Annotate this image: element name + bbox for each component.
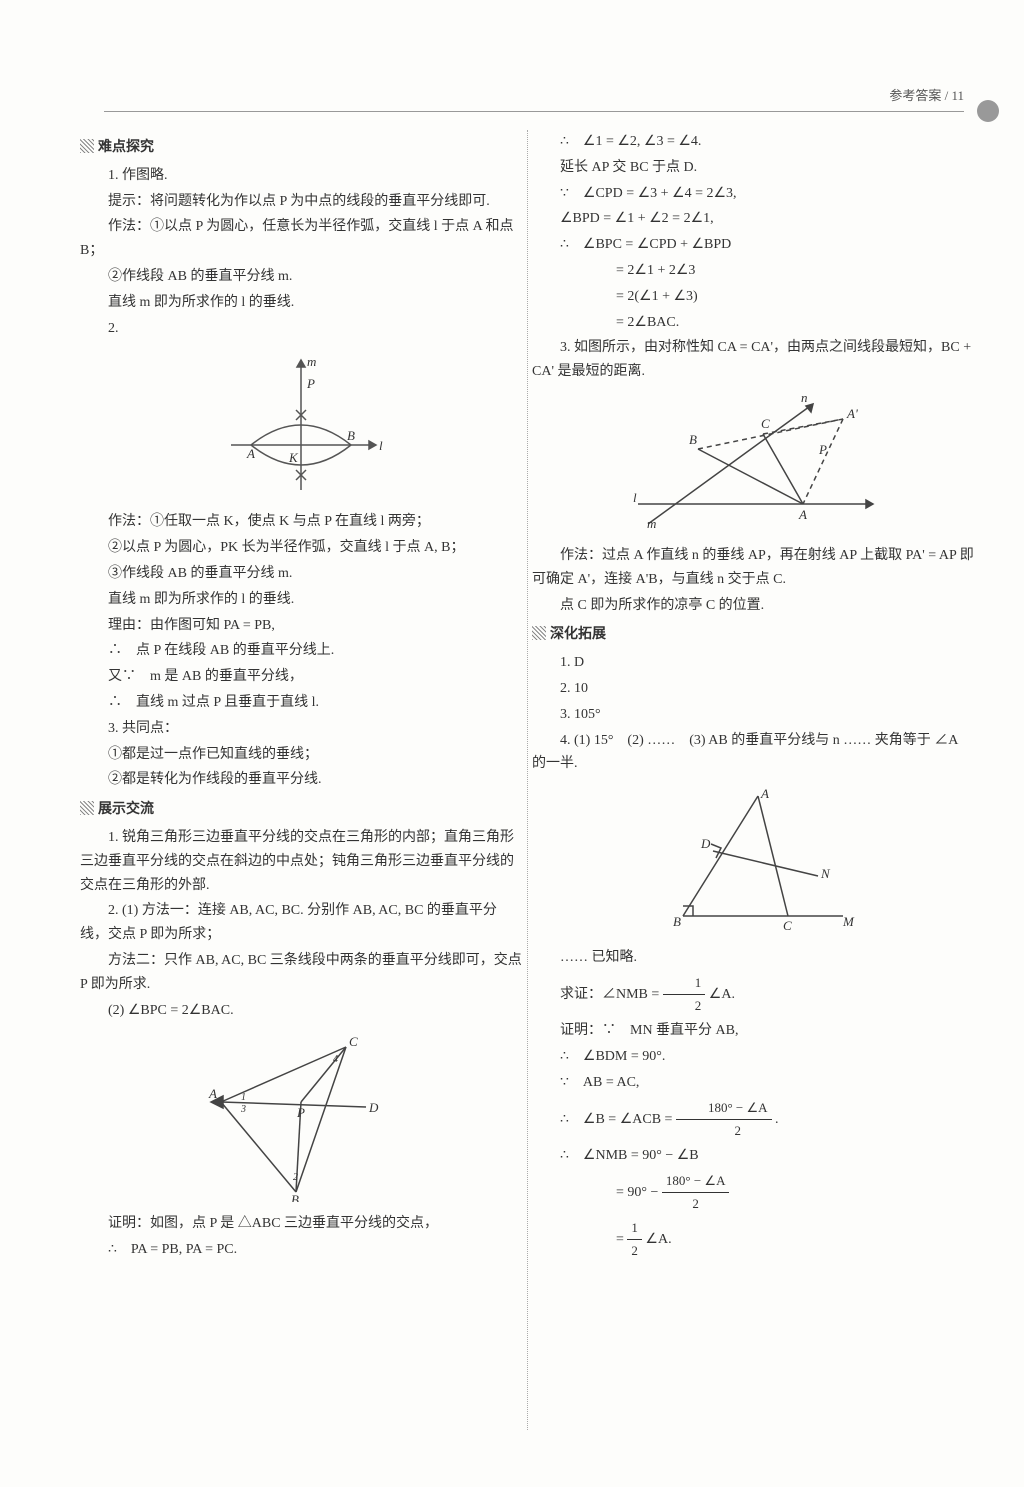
para: ①都是过一点作已知直线的垂线； (80, 743, 522, 767)
para: 求证：∠NMB = 1 2 ∠A. (532, 972, 974, 1017)
fraction: 180° − ∠A 2 (676, 1097, 772, 1142)
para: ②都是转化为作线段的垂直平分线. (80, 768, 522, 792)
fig4-C: C (783, 918, 792, 933)
figure-2: A C B D P 1 3 4 2 (80, 1032, 522, 1202)
fig4-N: N (820, 866, 831, 881)
para: (2) ∠BPC = 2∠BAC. (80, 999, 522, 1023)
eq: ∵ AB = AC, (532, 1071, 974, 1095)
para: 2. 10 (532, 677, 974, 701)
fig2-D: D (368, 1100, 379, 1115)
header-text: 参考答案 / 11 (889, 88, 964, 103)
fig1-K: K (288, 450, 299, 465)
eq: = 1 2 ∠A. (616, 1217, 974, 1262)
fig3-n: n (801, 394, 808, 405)
fig1-P: P (306, 376, 315, 391)
para: 证明：如图，点 P 是 △ABC 三边垂直平分线的交点， (80, 1212, 522, 1236)
fig1-l: l (379, 438, 383, 453)
eq: = 90° − 180° − ∠A 2 (616, 1170, 974, 1215)
eq: 延长 AP 交 BC 于点 D. (532, 156, 974, 180)
fig1-m: m (307, 354, 316, 369)
eq: = 2(∠1 + ∠3) (616, 285, 974, 309)
hatch-icon (532, 626, 546, 640)
fraction: 180° − ∠A 2 (662, 1170, 730, 1215)
para: 4. (1) 15° (2) …… (3) AB 的垂直平分线与 n …… 夹角… (532, 729, 974, 777)
para: ∴ 点 P 在线段 AB 的垂直平分线上. (80, 639, 522, 663)
fig4-B: B (673, 914, 681, 929)
para: 提示：将问题转化为作以点 P 为中点的线段的垂直平分线即可. (80, 190, 522, 214)
fig4-M: M (842, 914, 855, 929)
fig2-A: A (208, 1086, 217, 1101)
para: ②作线段 AB 的垂直平分线 m. (80, 265, 522, 289)
para: ③作线段 AB 的垂直平分线 m. (80, 562, 522, 586)
fig3-A: A (798, 507, 807, 522)
eq: ∴ ∠1 = ∠2, ∠3 = ∠4. (532, 130, 974, 154)
para: 作法：①任取一点 K，使点 K 与点 P 在直线 l 两旁； (80, 510, 522, 534)
fig3-B: B (689, 432, 697, 447)
para: 又∵ m 是 AB 的垂直平分线， (80, 665, 522, 689)
para: 3. 105° (532, 703, 974, 727)
eq: ∴ ∠BPC = ∠CPD + ∠BPD (532, 233, 974, 257)
figure-1: m P A K B l (80, 350, 522, 500)
eq: ∴ ∠NMB = 90° − ∠B (532, 1144, 974, 1168)
fig3-C: C (761, 416, 770, 431)
fraction: 1 2 (627, 1217, 642, 1262)
fig2-P: P (296, 1105, 305, 1120)
para: 3. 如图所示，由对称性知 CA = CA'，由两点之间线段最短知，BC + C… (532, 336, 974, 384)
para: 理由：由作图可知 PA = PB, (80, 614, 522, 638)
para: 作法：①以点 P 为圆心，任意长为半径作弧，交直线 l 于点 A 和点 B； (80, 215, 522, 263)
fig2-2: 2 (293, 1172, 298, 1183)
fig3-m: m (647, 516, 656, 531)
fig2-1: 1 (241, 1092, 246, 1103)
para: 1. 作图略. (80, 164, 522, 188)
section-title-display: 展示交流 (80, 798, 522, 822)
fig2-C: C (349, 1034, 358, 1049)
fig4-A: A (760, 786, 769, 801)
fig2-4: 4 (333, 1054, 338, 1065)
section-title-extend: 深化拓展 (532, 623, 974, 647)
fig2-B: B (291, 1192, 299, 1202)
fig3-Aprime: A' (846, 406, 858, 421)
para: 点 C 即为所求作的凉亭 C 的位置. (532, 594, 974, 618)
fig4-D: D (700, 836, 711, 851)
eq: ∴ PA = PB, PA = PC. (80, 1238, 522, 1262)
fig2-3: 3 (240, 1104, 246, 1115)
para: 1. D (532, 651, 974, 675)
eq: = 2∠1 + 2∠3 (616, 259, 974, 283)
content-columns: 难点探究 1. 作图略. 提示：将问题转化为作以点 P 为中点的线段的垂直平分线… (80, 130, 974, 1430)
page-header: 参考答案 / 11 (104, 85, 964, 112)
para: 直线 m 即为所求作的 l 的垂线. (80, 588, 522, 612)
eq: ∴ ∠B = ∠ACB = 180° − ∠A 2 . (532, 1097, 974, 1142)
eq: ∵ ∠CPD = ∠3 + ∠4 = 2∠3, (532, 182, 974, 206)
figure-3: n C A' B P l A m (532, 394, 974, 534)
fig1-A: A (246, 446, 255, 461)
para: 直线 m 即为所求作的 l 的垂线. (80, 291, 522, 315)
eq: ∴ ∠BDM = 90°. (532, 1045, 974, 1069)
para: ∴ 直线 m 过点 P 且垂直于直线 l. (80, 691, 522, 715)
eq: = 2∠BAC. (616, 311, 974, 335)
fig3-l: l (633, 490, 637, 505)
para: …… 已知略. (532, 946, 974, 970)
para: ②以点 P 为圆心，PK 长为半径作弧，交直线 l 于点 A, B； (80, 536, 522, 560)
para: 作法：过点 A 作直线 n 的垂线 AP，再在射线 AP 上截取 PA' = A… (532, 544, 974, 592)
corner-dot (977, 100, 999, 122)
para: 1. 锐角三角形三边垂直平分线的交点在三角形的内部；直角三角形三边垂直平分线的交… (80, 826, 522, 897)
para: 证明：∵ MN 垂直平分 AB, (532, 1019, 974, 1043)
eq: ∠BPD = ∠1 + ∠2 = 2∠1, (532, 207, 974, 231)
section-title-difficulty: 难点探究 (80, 136, 522, 160)
fig1-B: B (347, 428, 355, 443)
para: 方法二：只作 AB, AC, BC 三条线段中两条的垂直平分线即可，交点 P 即… (80, 949, 522, 997)
fraction: 1 2 (663, 972, 706, 1017)
para: 2. (1) 方法一：连接 AB, AC, BC. 分别作 AB, AC, BC… (80, 899, 522, 947)
hatch-icon (80, 801, 94, 815)
para: 2. (80, 317, 522, 341)
hatch-icon (80, 139, 94, 153)
fig3-P: P (818, 442, 827, 457)
figure-4: A D N B C M (532, 786, 974, 936)
para: 3. 共同点： (80, 717, 522, 741)
